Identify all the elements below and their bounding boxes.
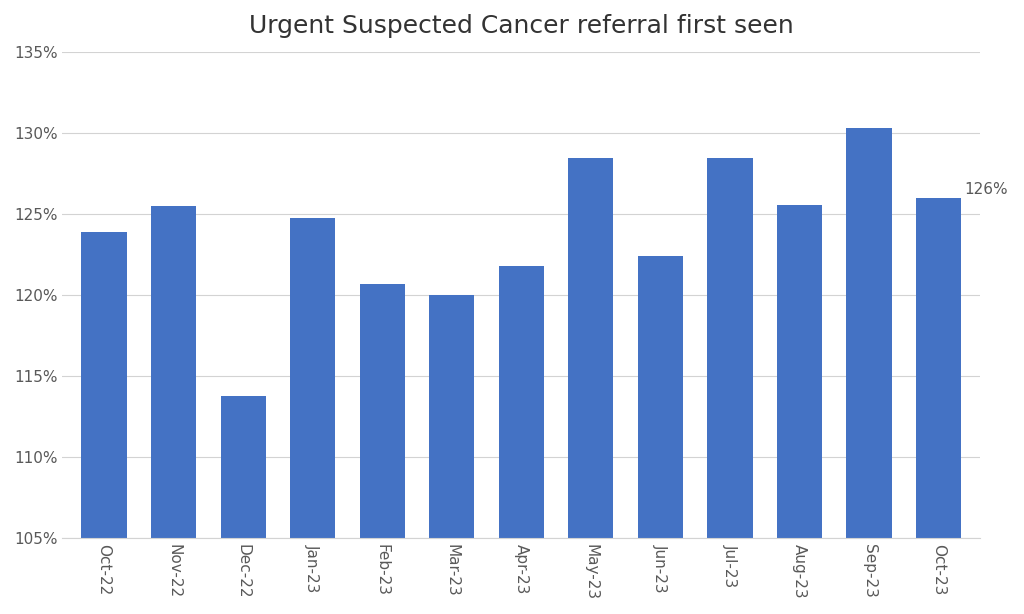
Text: 126%: 126%: [965, 182, 1008, 196]
Bar: [499, 266, 544, 538]
Bar: [220, 396, 266, 538]
Bar: [847, 128, 892, 538]
Bar: [290, 217, 335, 538]
Bar: [777, 204, 822, 538]
Bar: [359, 284, 404, 538]
Bar: [568, 158, 613, 538]
Bar: [82, 232, 127, 538]
Bar: [151, 206, 197, 538]
Bar: [916, 198, 962, 538]
Bar: [429, 295, 474, 538]
Bar: [708, 158, 753, 538]
Title: Urgent Suspected Cancer referral first seen: Urgent Suspected Cancer referral first s…: [249, 14, 794, 38]
Bar: [638, 257, 683, 538]
